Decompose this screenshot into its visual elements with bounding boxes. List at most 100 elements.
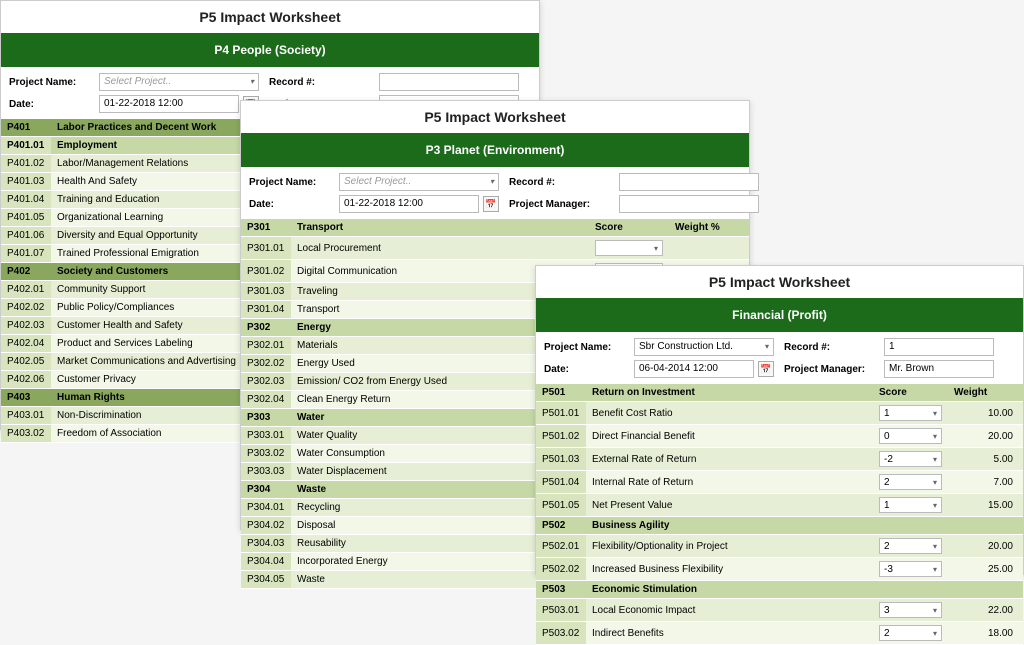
row-code: P503.01	[536, 599, 586, 622]
row-code: P503.02	[536, 622, 586, 645]
score-cell	[873, 517, 948, 535]
row-code: P401.07	[1, 245, 51, 263]
score-select[interactable]: 2▾	[879, 474, 942, 490]
row-code: P502.01	[536, 535, 586, 558]
table-row: P503.02Indirect Benefits2▾18.00	[536, 622, 1023, 645]
project-name-label: Project Name:	[544, 342, 624, 353]
score-select[interactable]: 0▾	[879, 428, 942, 444]
pm-input[interactable]	[619, 195, 759, 213]
score-select[interactable]: 3▾	[879, 602, 942, 618]
score-cell: 0▾	[873, 425, 948, 448]
date-label: Date:	[9, 99, 89, 110]
weight-cell: 18.00	[948, 622, 1023, 645]
project-name-label: Project Name:	[9, 77, 89, 88]
row-code: P304.03	[241, 535, 291, 553]
chevron-down-icon: ▾	[933, 606, 937, 615]
table-row: P501.01Benefit Cost Ratio1▾10.00	[536, 402, 1023, 425]
row-label: Internal Rate of Return	[586, 471, 873, 494]
chevron-down-icon: ▾	[933, 565, 937, 574]
date-field-wrap: 01-22-2018 12:00 📅	[99, 95, 259, 113]
row-code: P403.01	[1, 407, 51, 425]
date-label: Date:	[544, 364, 624, 375]
financial-grid: P501Return on InvestmentScoreWeight P501.…	[536, 384, 1023, 645]
row-code: P401.01	[1, 137, 51, 155]
score-cell: -3▾	[873, 558, 948, 581]
score-cell: 2▾	[873, 535, 948, 558]
chevron-down-icon: ▾	[933, 501, 937, 510]
banner-people: P4 People (Society)	[1, 33, 539, 67]
row-label: Direct Financial Benefit	[586, 425, 873, 448]
score-cell: 2▾	[873, 471, 948, 494]
row-code: P402.06	[1, 371, 51, 389]
date-label: Date:	[249, 199, 329, 210]
score-cell: 2▾	[873, 622, 948, 645]
table-row: P503Economic Stimulation	[536, 581, 1023, 599]
table-row: P501Return on InvestmentScoreWeight	[536, 384, 1023, 402]
row-code: P304.01	[241, 499, 291, 517]
date-input[interactable]: 01-22-2018 12:00	[339, 195, 479, 213]
record-no-label: Record #:	[269, 77, 369, 88]
row-code: P402.01	[1, 281, 51, 299]
table-row: P301TransportScoreWeight %	[241, 219, 749, 237]
project-select[interactable]: Select Project..▾	[339, 173, 499, 191]
chevron-down-icon: ▾	[490, 174, 494, 190]
project-select[interactable]: Sbr Construction Ltd.▾	[634, 338, 774, 356]
score-select[interactable]: 2▾	[879, 538, 942, 554]
row-code: P303.02	[241, 445, 291, 463]
row-label: Economic Stimulation	[586, 581, 873, 599]
date-field-wrap: 01-22-2018 12:00 📅	[339, 195, 499, 213]
chevron-down-icon: ▾	[933, 542, 937, 551]
score-cell: 1▾	[873, 402, 948, 425]
calendar-icon[interactable]: 📅	[483, 196, 499, 212]
record-no-input[interactable]	[379, 73, 519, 91]
table-row: P503.01Local Economic Impact 3▾ 22.00	[536, 599, 1023, 622]
record-no-input[interactable]	[619, 173, 759, 191]
weight-cell: 22.00	[948, 599, 1023, 622]
row-code: P501.04	[536, 471, 586, 494]
row-code: P304	[241, 481, 291, 499]
meta-block: Project Name: Select Project..▾ Record #…	[241, 167, 749, 219]
table-row: P501.04Internal Rate of Return2▾7.00	[536, 471, 1023, 494]
pm-label: Project Manager:	[784, 364, 874, 375]
score-select[interactable]: -2▾	[879, 451, 942, 467]
chevron-down-icon: ▾	[933, 478, 937, 487]
row-code: P401.02	[1, 155, 51, 173]
weight-cell: 10.00	[948, 402, 1023, 425]
row-code: P304.05	[241, 571, 291, 589]
score-select[interactable]: ▾	[595, 240, 663, 256]
row-label: Transport	[291, 219, 589, 237]
row-code: P401.06	[1, 227, 51, 245]
score-select[interactable]: 2▾	[879, 625, 942, 641]
row-code: P401.04	[1, 191, 51, 209]
weight-cell: Weight %	[669, 219, 749, 237]
table-row: P501.05Net Present Value1▾15.00	[536, 494, 1023, 517]
pm-label: Project Manager:	[509, 199, 609, 210]
table-row: P501.02Direct Financial Benefit0▾20.00	[536, 425, 1023, 448]
chevron-down-icon: ▾	[933, 409, 937, 418]
row-code: P501.02	[536, 425, 586, 448]
weight-cell	[948, 517, 1023, 535]
score-select[interactable]: 1▾	[879, 497, 942, 513]
row-label: Local Economic Impact	[586, 599, 873, 622]
row-code: P303.01	[241, 427, 291, 445]
meta-block: Project Name: Sbr Construction Ltd.▾ Rec…	[536, 332, 1023, 384]
project-select[interactable]: Select Project..▾	[99, 73, 259, 91]
table-row: P301.01Local Procurement▾	[241, 237, 749, 260]
row-label: Increased Business Flexibility	[586, 558, 873, 581]
chevron-down-icon: ▾	[933, 455, 937, 464]
record-no-input[interactable]: 1	[884, 338, 994, 356]
score-cell: 3▾	[873, 599, 948, 622]
weight-cell: 20.00	[948, 535, 1023, 558]
record-no-label: Record #:	[784, 342, 874, 353]
pm-input[interactable]: Mr. Brown	[884, 360, 994, 378]
date-input[interactable]: 06-04-2014 12:00	[634, 360, 754, 378]
weight-cell	[669, 237, 749, 260]
table-row: P501.03External Rate of Return-2▾5.00	[536, 448, 1023, 471]
row-code: P302	[241, 319, 291, 337]
row-code: P402.04	[1, 335, 51, 353]
date-input[interactable]: 01-22-2018 12:00	[99, 95, 239, 113]
score-cell: Score	[873, 384, 948, 402]
row-code: P302.03	[241, 373, 291, 391]
calendar-icon[interactable]: 📅	[758, 361, 774, 377]
score-select[interactable]: 1▾	[879, 405, 942, 421]
